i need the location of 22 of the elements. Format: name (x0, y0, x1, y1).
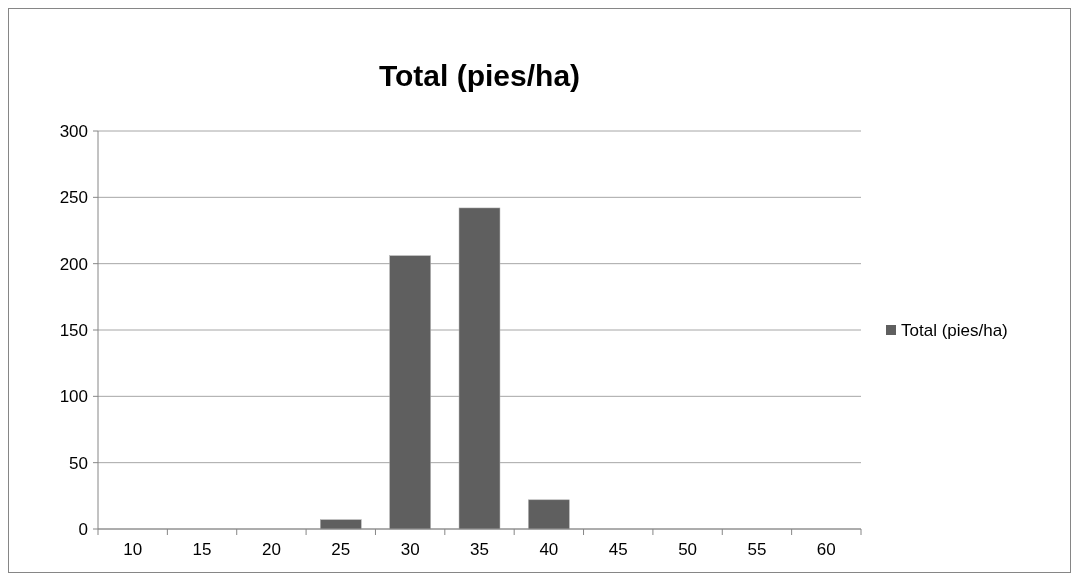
y-tick-label: 0 (78, 519, 88, 539)
x-tick-label: 10 (123, 540, 143, 559)
x-tick-label: 45 (608, 540, 628, 559)
y-tick-label: 100 (59, 387, 88, 407)
bar (320, 519, 362, 530)
chart-title: Total (pies/ha) (378, 59, 581, 92)
y-tick-label: 50 (69, 453, 88, 473)
y-tick-label: 300 (59, 121, 88, 141)
x-tick-label: 50 (678, 540, 698, 559)
x-tick-label: 15 (192, 540, 212, 559)
x-tick-label: 55 (747, 540, 767, 559)
y-tick-label: 200 (59, 254, 88, 274)
x-tick-label: 40 (539, 540, 559, 559)
y-tick-label: 150 (59, 320, 88, 340)
x-tick-label: 35 (470, 540, 489, 559)
x-tick-label: 60 (816, 540, 836, 559)
x-tick-label: 20 (261, 540, 281, 559)
legend-label: Total (pies/ha) (901, 320, 1008, 340)
bar (528, 499, 570, 530)
x-tick-label: 25 (331, 540, 351, 559)
x-tick-label: 30 (400, 540, 420, 559)
y-tick-label: 250 (59, 188, 88, 208)
